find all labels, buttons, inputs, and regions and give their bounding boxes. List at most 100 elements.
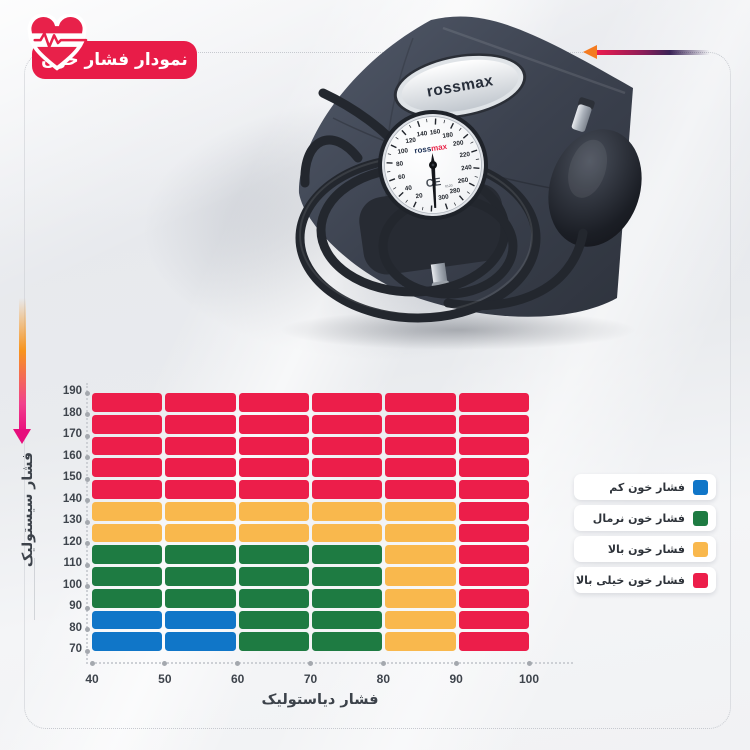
grid-cell-very_high — [458, 567, 529, 586]
brand-patch: rossmax — [393, 53, 527, 119]
y-axis-dot — [84, 648, 90, 654]
gradient-arrow-down-head — [13, 429, 31, 444]
dial-tick — [421, 206, 424, 211]
grid-cell-very_high — [458, 588, 529, 608]
grid-cell-very_high — [312, 480, 383, 499]
y-tick-label: 70 — [69, 643, 82, 655]
page-title: نمودار فشار خون — [41, 50, 188, 70]
grid-cell-normal — [165, 588, 236, 608]
dial-tick — [416, 120, 421, 128]
y-tick-label: 180 — [62, 406, 82, 419]
y-axis-title: فشار سیستولیک — [20, 452, 36, 568]
chart-plot: 190 180 170 160 150 140 130 120 110 100 90 80 70 40 50… — [50, 380, 595, 710]
y-tick-label: 140 — [62, 492, 82, 505]
y-tick-label: 80 — [69, 621, 82, 634]
dial-brand-max: max — [431, 142, 449, 153]
dial-tick — [386, 162, 393, 164]
grid-cell-normal — [312, 588, 383, 608]
grid-cell-very_high — [165, 393, 236, 412]
x-tick-label: 100 — [518, 672, 540, 686]
x-axis-dot — [453, 660, 459, 666]
dial-number: 60 — [398, 173, 406, 181]
dial-tick — [450, 122, 455, 129]
gradient-arrow-left-head — [583, 45, 597, 59]
dial-tick — [458, 195, 464, 201]
grid-cell-very_high — [385, 414, 456, 434]
x-tick-label: 80 — [376, 672, 390, 686]
grid-cell-high — [238, 523, 309, 543]
grid-cell-normal — [312, 610, 383, 630]
grid-cell-low — [165, 610, 236, 630]
dial-tick — [443, 119, 446, 124]
dial-tick — [453, 202, 457, 206]
legend-color-swatch — [693, 572, 708, 588]
legend-label: فشار خون بالا — [607, 542, 685, 556]
grid-cell-normal — [312, 567, 383, 586]
grid-cell-very_high — [238, 480, 309, 499]
y-axis-dot — [84, 455, 90, 460]
y-axis-decorative-line — [34, 558, 35, 620]
legend-item: فشار خون خیلی بالا — [574, 567, 716, 593]
grid-cell-normal — [238, 610, 309, 630]
y-tick-label: 100 — [62, 578, 82, 591]
dial-tick — [430, 205, 433, 212]
y-axis-dot — [84, 433, 90, 439]
grid-cell-very_high — [92, 393, 163, 412]
grid-cell-normal — [238, 588, 309, 608]
x-axis-dot — [380, 660, 386, 666]
bp-grid — [92, 393, 529, 651]
dial-number: 220 — [459, 151, 471, 159]
grid-cell-very_high — [92, 480, 163, 499]
grid-cell-very_high — [458, 523, 529, 543]
x-axis-dot — [526, 660, 532, 666]
grid-cell-very_high — [165, 458, 236, 477]
dial-tick — [390, 144, 397, 149]
dial-brand: rossmax — [414, 142, 448, 156]
y-axis-dot — [84, 541, 90, 546]
grid-cell-high — [312, 523, 383, 543]
dial-tick — [395, 136, 399, 140]
legend-label: فشار خون کم — [609, 480, 685, 494]
y-axis-dot — [84, 476, 90, 482]
legend: فشار خون کم فشار خون نرمال فشار خون بالا فش… — [574, 474, 716, 598]
grid-cell-very_high — [238, 393, 309, 412]
x-axis-dot — [89, 660, 95, 666]
grid-cell-high — [92, 523, 163, 543]
dial-tick — [393, 187, 397, 190]
grid-cell-very_high — [238, 436, 309, 456]
heart-pulse-icon — [27, 14, 88, 71]
x-axis-line — [86, 662, 573, 664]
dial-tick — [474, 176, 478, 178]
legend-item: فشار خون بالا — [574, 536, 716, 562]
grid-cell-high — [92, 501, 163, 521]
grid-cell-very_high — [458, 436, 529, 456]
grid-cell-normal — [238, 632, 309, 651]
y-axis-dot — [84, 605, 90, 611]
grid-cell-high — [385, 545, 456, 564]
grid-cell-low — [165, 632, 236, 651]
dial-tick — [401, 129, 407, 136]
product-shadow — [280, 310, 636, 350]
dial-tick — [434, 118, 437, 125]
dial-tick — [444, 203, 449, 210]
dial-number: 280 — [449, 187, 461, 195]
grid-cell-very_high — [165, 436, 236, 456]
y-axis-dot — [84, 519, 90, 525]
dial-number: 160 — [429, 128, 441, 136]
grid-cell-low — [92, 610, 163, 630]
x-tick-label: 50 — [158, 672, 172, 686]
grid-cell-high — [312, 501, 383, 521]
grid-cell-normal — [165, 567, 236, 586]
dial-number: 40 — [404, 185, 412, 193]
dial-number: 240 — [461, 164, 473, 172]
grid-cell-very_high — [385, 436, 456, 456]
grid-cell-low — [92, 632, 163, 651]
grid-cell-very_high — [312, 393, 383, 412]
y-axis-dot — [84, 412, 90, 417]
x-tick-label: 70 — [303, 672, 318, 686]
grid-cell-high — [385, 632, 456, 651]
x-axis-title: فشار دیاستولیک — [261, 692, 379, 708]
dial-tick — [387, 153, 392, 155]
dial-tick — [473, 167, 480, 169]
grid-cell-very_high — [312, 414, 383, 434]
